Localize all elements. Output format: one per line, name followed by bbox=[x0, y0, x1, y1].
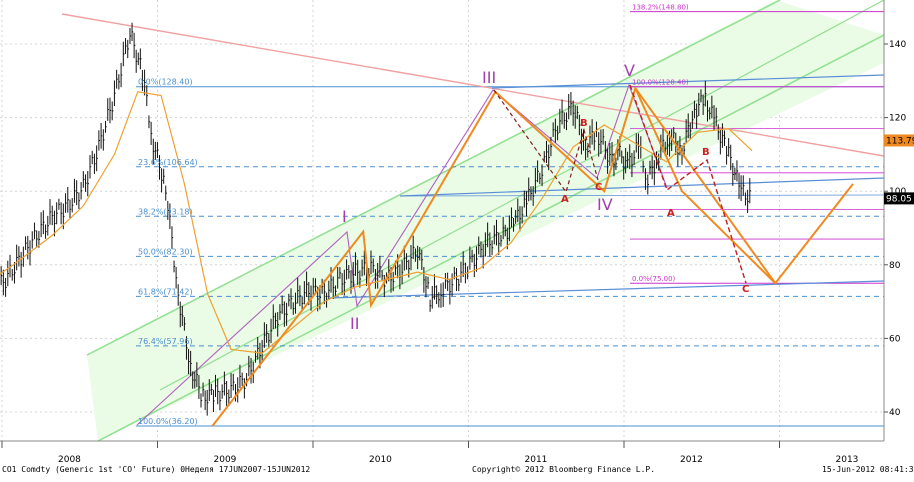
fib-retracement-label: 23.6%(106.64) bbox=[138, 158, 198, 167]
fib-extension-label: 0.0%(75.00) bbox=[632, 275, 676, 283]
instrument-caption: CO1 Comdty (Generic 1st 'CO' Future) 0Не… bbox=[2, 465, 311, 474]
wave-label-I: I bbox=[342, 207, 347, 226]
fib-extension-label: 138.2%(148.80) bbox=[632, 4, 689, 12]
dark-red-dashed-correction bbox=[493, 89, 599, 194]
chart-timestamp: 15-Jun-2012 08:41:32 bbox=[822, 465, 914, 474]
current-price-label: 98.05 bbox=[886, 194, 912, 204]
wave-label-II: II bbox=[350, 314, 359, 333]
correction-label-A: A bbox=[561, 194, 569, 205]
fib-extension-label: 100.0%(128.40) bbox=[632, 79, 689, 87]
correction-label-C: C bbox=[595, 182, 602, 193]
x-tick-label: 2009 bbox=[214, 455, 237, 465]
channel-upper-line bbox=[86, 0, 781, 356]
orange-projection-path bbox=[634, 87, 854, 285]
x-tick-label: 2011 bbox=[525, 455, 548, 465]
x-tick-label: 2013 bbox=[836, 455, 859, 465]
x-axis-area bbox=[0, 441, 914, 465]
fib-retracement-label: 76.4%(57.96) bbox=[138, 337, 193, 346]
correction-label-B: B bbox=[580, 118, 588, 129]
y-tick-label: 120 bbox=[889, 114, 906, 124]
blue-low-line bbox=[329, 280, 884, 299]
pink-resistance-line bbox=[61, 13, 884, 157]
channel-lower-line bbox=[97, 34, 884, 441]
x-tick-label: 2012 bbox=[680, 455, 703, 465]
wave-label-V: V bbox=[624, 61, 635, 80]
wave-label-IV: IV bbox=[597, 195, 613, 214]
moving-average-line bbox=[0, 91, 753, 354]
y-tick-label: 40 bbox=[889, 408, 901, 418]
correction-label-B: B bbox=[702, 147, 710, 158]
fib-retracement-label: 38.2%(93.18) bbox=[138, 207, 193, 216]
fib-retracement-label: 50.0%(82.30) bbox=[138, 247, 193, 256]
fib-retracement-label: 61.8%(71.42) bbox=[138, 287, 193, 296]
wave-label-III: III bbox=[482, 68, 496, 87]
current-price-badge bbox=[884, 192, 914, 205]
y-tick-label: 140 bbox=[889, 40, 906, 50]
x-tick-label: 2008 bbox=[58, 455, 81, 465]
y-tick-label: 60 bbox=[889, 334, 901, 344]
fib-retracement-label: 0.0%(128.40) bbox=[138, 78, 193, 87]
blue-top-line bbox=[491, 74, 884, 89]
blue-mid-line bbox=[399, 177, 884, 197]
channel-mid-line bbox=[159, 0, 884, 391]
impulse-wave-line bbox=[136, 83, 668, 426]
blue-flat-line bbox=[399, 194, 884, 197]
copyright-notice: Copyright© 2012 Bloomberg Finance L.P. bbox=[472, 465, 656, 474]
last-price-badge bbox=[884, 134, 914, 147]
y-tick-label: 100 bbox=[889, 187, 906, 197]
y-axis-area bbox=[884, 0, 914, 441]
last-price-label: 113.79 bbox=[886, 136, 914, 146]
correction-label-C: C bbox=[742, 284, 749, 295]
fib-retracement-label: 100.0%(36.20) bbox=[138, 417, 198, 426]
red-dashed-projection bbox=[629, 84, 747, 284]
x-tick-label: 2010 bbox=[369, 455, 392, 465]
y-tick-label: 80 bbox=[889, 261, 901, 271]
correction-label-A: A bbox=[667, 208, 675, 219]
